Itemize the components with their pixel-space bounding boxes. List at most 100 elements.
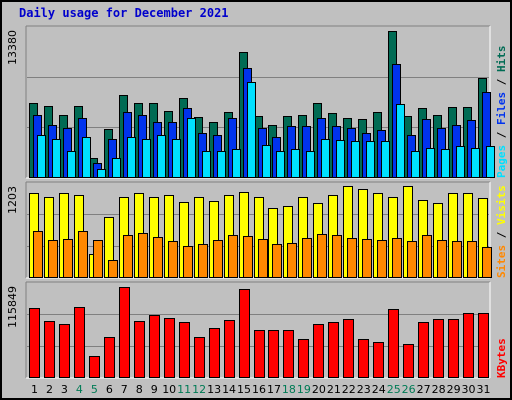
visits-sites-bar-sites bbox=[123, 235, 133, 278]
visits-sites-bar-sites bbox=[287, 243, 297, 278]
kbytes-bar-kbytes bbox=[194, 337, 205, 378]
legend-separator: / bbox=[495, 72, 508, 92]
kbytes-bar-kbytes bbox=[478, 313, 489, 378]
kbytes-bar-kbytes bbox=[224, 320, 235, 378]
day-label: 30 bbox=[462, 383, 476, 396]
visits-sites-bar-sites bbox=[347, 238, 357, 278]
hits-files-pages-bar-pages bbox=[187, 118, 196, 178]
day-label: 15 bbox=[237, 383, 251, 396]
kbytes-ymax-label: 115849 bbox=[6, 286, 19, 328]
day-label: 18 bbox=[282, 383, 296, 396]
visits-sites-bar-sites bbox=[198, 244, 208, 278]
visits-sites-bar-sites bbox=[482, 247, 492, 278]
legend-item-visits: Visits bbox=[495, 185, 508, 225]
kbytes-bar-kbytes bbox=[283, 330, 294, 378]
legend-separator: / bbox=[495, 125, 508, 145]
kbytes-bar-kbytes bbox=[134, 321, 145, 378]
day-label: 2 bbox=[46, 383, 53, 396]
kbytes-bar-kbytes bbox=[433, 319, 444, 378]
visits-sites-bar-sites bbox=[392, 238, 402, 278]
day-label: 17 bbox=[267, 383, 281, 396]
hits-files-pages-panel: 13380 Pages / Files / Hits bbox=[6, 25, 508, 179]
kbytes-legend: KBytes bbox=[495, 338, 508, 378]
hits-files-pages-bar-pages bbox=[396, 104, 405, 178]
day-label: 31 bbox=[477, 383, 491, 396]
hits-files-pages-bar-pages bbox=[276, 151, 285, 178]
visits-sites-bar-sites bbox=[272, 244, 282, 278]
kbytes-bar-kbytes bbox=[29, 308, 40, 378]
kbytes-bar-kbytes bbox=[59, 324, 70, 378]
hits-files-pages-bar-pages bbox=[67, 151, 76, 178]
visits-sites-bar-sites bbox=[63, 239, 73, 278]
day-label: 29 bbox=[447, 383, 461, 396]
hits-files-pages-bar-pages bbox=[142, 139, 151, 178]
kbytes-bar-kbytes bbox=[89, 356, 100, 378]
hits-files-pages-bar-pages bbox=[456, 146, 465, 178]
kbytes-bar-kbytes bbox=[298, 339, 309, 378]
hits-files-pages-bar-pages bbox=[172, 139, 181, 178]
kbytes-panel: 115849 KBytes bbox=[6, 281, 508, 379]
day-label: 19 bbox=[297, 383, 311, 396]
day-label: 3 bbox=[61, 383, 68, 396]
hits-files-pages-bar-pages bbox=[441, 149, 450, 178]
visits-sites-bar-sites bbox=[183, 246, 193, 278]
visits-sites-legend: Sites / Visits bbox=[495, 185, 508, 278]
visits-sites-bar-sites bbox=[452, 241, 462, 278]
visits-sites-bar-sites bbox=[467, 241, 477, 278]
visits-sites-bar-sites bbox=[437, 240, 447, 278]
legend-item-files: Files bbox=[495, 92, 508, 125]
kbytes-bar-kbytes bbox=[104, 337, 115, 378]
day-label: 24 bbox=[372, 383, 386, 396]
visits-sites-bar-sites bbox=[213, 240, 223, 278]
visits-sites-bar-sites bbox=[377, 240, 387, 278]
kbytes-bar-kbytes bbox=[119, 287, 130, 378]
hits-files-pages-bar-pages bbox=[381, 141, 390, 178]
day-label: 26 bbox=[402, 383, 416, 396]
day-label: 16 bbox=[252, 383, 266, 396]
chart-panels: 13380 Pages / Files / Hits 1203 Sites / Vis… bbox=[6, 25, 508, 379]
legend-item-pages: Pages bbox=[495, 145, 508, 178]
kbytes-bar-kbytes bbox=[179, 322, 190, 378]
visits-sites-bar-sites bbox=[422, 235, 432, 278]
day-label: 8 bbox=[136, 383, 143, 396]
hits-files-pages-bar-pages bbox=[157, 135, 166, 178]
visits-sites-bar-sites bbox=[138, 233, 148, 278]
visits-sites-bar-sites bbox=[168, 241, 178, 278]
kbytes-bar-kbytes bbox=[254, 330, 265, 378]
kbytes-bar-kbytes bbox=[74, 307, 85, 378]
kbytes-bar-kbytes bbox=[149, 315, 160, 378]
hits-files-pages-bar-pages bbox=[486, 146, 495, 178]
day-label: 4 bbox=[76, 383, 83, 396]
visits-sites-bar-sites bbox=[362, 239, 372, 278]
visits-sites-bar-sites bbox=[93, 240, 103, 278]
kbytes-bar-kbytes bbox=[418, 322, 429, 378]
hits-files-pages-bar-pages bbox=[336, 140, 345, 178]
hits-files-pages-bar-pages bbox=[217, 151, 226, 178]
day-label: 20 bbox=[312, 383, 326, 396]
visits-sites-bar-sites bbox=[33, 231, 43, 278]
kbytes-bar-kbytes bbox=[239, 289, 250, 378]
kbytes-bar-kbytes bbox=[209, 328, 220, 378]
day-label: 11 bbox=[177, 383, 191, 396]
kbytes-bar-kbytes bbox=[44, 321, 55, 378]
hits-files-pages-bar-pages bbox=[232, 149, 241, 178]
kbytes-bar-kbytes bbox=[448, 319, 459, 378]
visits-sites-bar-sites bbox=[78, 231, 88, 278]
day-label: 1 bbox=[31, 383, 38, 396]
day-label: 7 bbox=[121, 383, 128, 396]
visits-sites-bar-sites bbox=[407, 241, 417, 278]
hits-files-pages-bar-pages bbox=[306, 151, 315, 178]
hits-files-pages-bar-pages bbox=[426, 148, 435, 178]
legend-item-sites: Sites bbox=[495, 245, 508, 278]
hits-files-pages-bar-pages bbox=[82, 137, 91, 178]
day-label: 23 bbox=[357, 383, 371, 396]
visits-sites-bar-sites bbox=[228, 235, 238, 278]
visits-sites-ymax-label: 1203 bbox=[6, 186, 19, 214]
day-label: 28 bbox=[432, 383, 446, 396]
chart-title: Daily usage for December 2021 bbox=[19, 6, 229, 20]
day-label: 21 bbox=[327, 383, 341, 396]
hits-files-pages-bar-pages bbox=[112, 158, 121, 178]
hits-files-pages-bar-pages bbox=[97, 169, 106, 178]
